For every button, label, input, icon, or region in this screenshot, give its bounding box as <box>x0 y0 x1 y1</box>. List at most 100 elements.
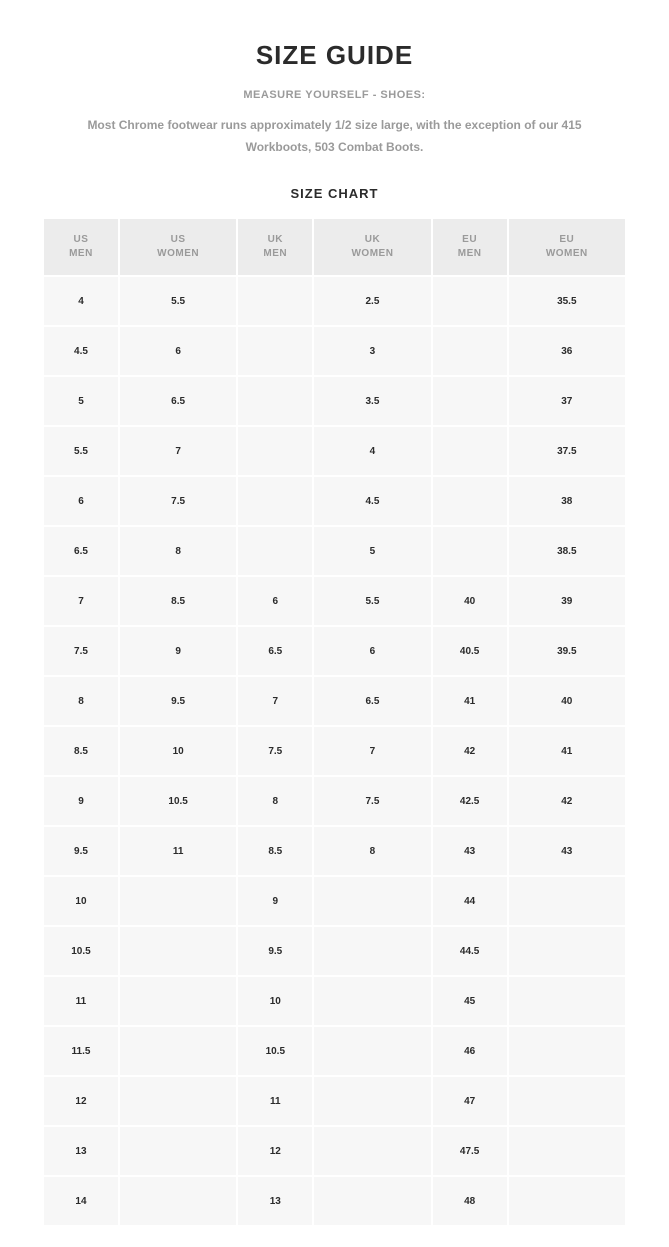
size-chart-table: USMENUSWOMENUKMENUKWOMENEUMENEUWOMEN 45.… <box>42 217 627 1227</box>
table-row: 89.576.54140 <box>44 677 625 725</box>
table-row: 67.54.538 <box>44 477 625 525</box>
table-cell: 41 <box>509 727 625 775</box>
column-header: EUMEN <box>433 219 507 275</box>
table-cell: 43 <box>509 827 625 875</box>
table-row: 10944 <box>44 877 625 925</box>
column-header-line1: UK <box>268 234 283 245</box>
table-cell: 7 <box>238 677 312 725</box>
table-cell: 11 <box>120 827 236 875</box>
table-cell: 38.5 <box>509 527 625 575</box>
table-cell: 36 <box>509 327 625 375</box>
table-row: 11.510.546 <box>44 1027 625 1075</box>
table-cell <box>509 977 625 1025</box>
table-cell: 10 <box>238 977 312 1025</box>
table-cell: 9 <box>120 627 236 675</box>
table-cell: 14 <box>44 1177 118 1225</box>
table-header: US MEN US WOMEN UK MEN UKWOMENEUMEN EU WOMEN <box>44 219 625 275</box>
table-cell <box>120 877 236 925</box>
column-header-line1: US <box>171 234 186 245</box>
size-guide-container: SIZE GUIDE MEASURE YOURSELF - SHOES: Mos… <box>0 0 669 1247</box>
table-row: 5.57437.5 <box>44 427 625 475</box>
table-cell <box>238 327 312 375</box>
table-cell: 47 <box>433 1077 507 1125</box>
table-cell: 39 <box>509 577 625 625</box>
table-cell: 6.5 <box>44 527 118 575</box>
table-cell <box>433 277 507 325</box>
table-cell: 35.5 <box>509 277 625 325</box>
table-cell: 7 <box>314 727 430 775</box>
page-title: SIZE GUIDE <box>42 40 627 71</box>
table-cell: 4 <box>314 427 430 475</box>
table-cell <box>238 277 312 325</box>
column-header: US WOMEN <box>120 219 236 275</box>
table-cell: 40.5 <box>433 627 507 675</box>
table-row: 78.565.54039 <box>44 577 625 625</box>
column-header-line2: MEN <box>263 248 287 259</box>
table-cell: 5 <box>314 527 430 575</box>
table-cell: 9.5 <box>238 927 312 975</box>
table-row: 4.56336 <box>44 327 625 375</box>
table-cell: 10.5 <box>120 777 236 825</box>
table-cell: 6 <box>314 627 430 675</box>
table-cell: 9 <box>44 777 118 825</box>
table-cell <box>509 1077 625 1125</box>
table-cell: 40 <box>509 677 625 725</box>
table-cell: 11 <box>44 977 118 1025</box>
table-cell <box>314 877 430 925</box>
table-cell: 6 <box>238 577 312 625</box>
table-cell: 10.5 <box>44 927 118 975</box>
table-cell: 8.5 <box>120 577 236 625</box>
table-body: 45.52.535.54.5633656.53.5375.57437.567.5… <box>44 277 625 1225</box>
column-header: UKWOMEN <box>314 219 430 275</box>
table-cell: 11.5 <box>44 1027 118 1075</box>
column-header-line2: WOMEN <box>157 248 199 259</box>
table-cell <box>433 377 507 425</box>
column-header-line2: MEN <box>458 248 482 259</box>
table-cell <box>509 877 625 925</box>
table-cell: 6 <box>120 327 236 375</box>
table-cell: 13 <box>238 1177 312 1225</box>
table-row: 8.5107.574241 <box>44 727 625 775</box>
column-header-line2: MEN <box>69 248 93 259</box>
table-cell <box>120 927 236 975</box>
table-cell: 7.5 <box>314 777 430 825</box>
table-cell: 44.5 <box>433 927 507 975</box>
table-cell <box>314 1177 430 1225</box>
table-cell <box>509 1177 625 1225</box>
table-row: 56.53.537 <box>44 377 625 425</box>
table-cell: 42 <box>509 777 625 825</box>
table-cell: 3 <box>314 327 430 375</box>
table-cell <box>314 1027 430 1075</box>
table-cell: 44 <box>433 877 507 925</box>
table-cell: 5 <box>44 377 118 425</box>
table-cell: 9.5 <box>44 827 118 875</box>
table-cell: 42 <box>433 727 507 775</box>
table-cell: 8.5 <box>44 727 118 775</box>
table-cell: 11 <box>238 1077 312 1125</box>
table-row: 7.596.5640.539.5 <box>44 627 625 675</box>
table-cell: 6.5 <box>238 627 312 675</box>
table-cell: 37 <box>509 377 625 425</box>
table-row: 131247.5 <box>44 1127 625 1175</box>
table-cell <box>314 927 430 975</box>
table-cell: 7.5 <box>120 477 236 525</box>
column-header-line1: EU <box>559 234 574 245</box>
table-cell <box>120 1177 236 1225</box>
table-cell <box>314 1077 430 1125</box>
description-text: Most Chrome footwear runs approximately … <box>65 115 605 158</box>
table-cell: 46 <box>433 1027 507 1075</box>
table-row: 45.52.535.5 <box>44 277 625 325</box>
table-row: 910.587.542.542 <box>44 777 625 825</box>
table-cell <box>120 1077 236 1125</box>
table-cell: 9.5 <box>120 677 236 725</box>
table-cell: 7.5 <box>238 727 312 775</box>
table-cell: 5.5 <box>314 577 430 625</box>
table-cell: 3.5 <box>314 377 430 425</box>
table-cell <box>120 1127 236 1175</box>
table-cell <box>120 1027 236 1075</box>
table-cell: 10 <box>44 877 118 925</box>
table-cell: 48 <box>433 1177 507 1225</box>
table-cell: 41 <box>433 677 507 725</box>
table-row: 14 13 48 <box>44 1177 625 1225</box>
table-cell: 6 <box>44 477 118 525</box>
